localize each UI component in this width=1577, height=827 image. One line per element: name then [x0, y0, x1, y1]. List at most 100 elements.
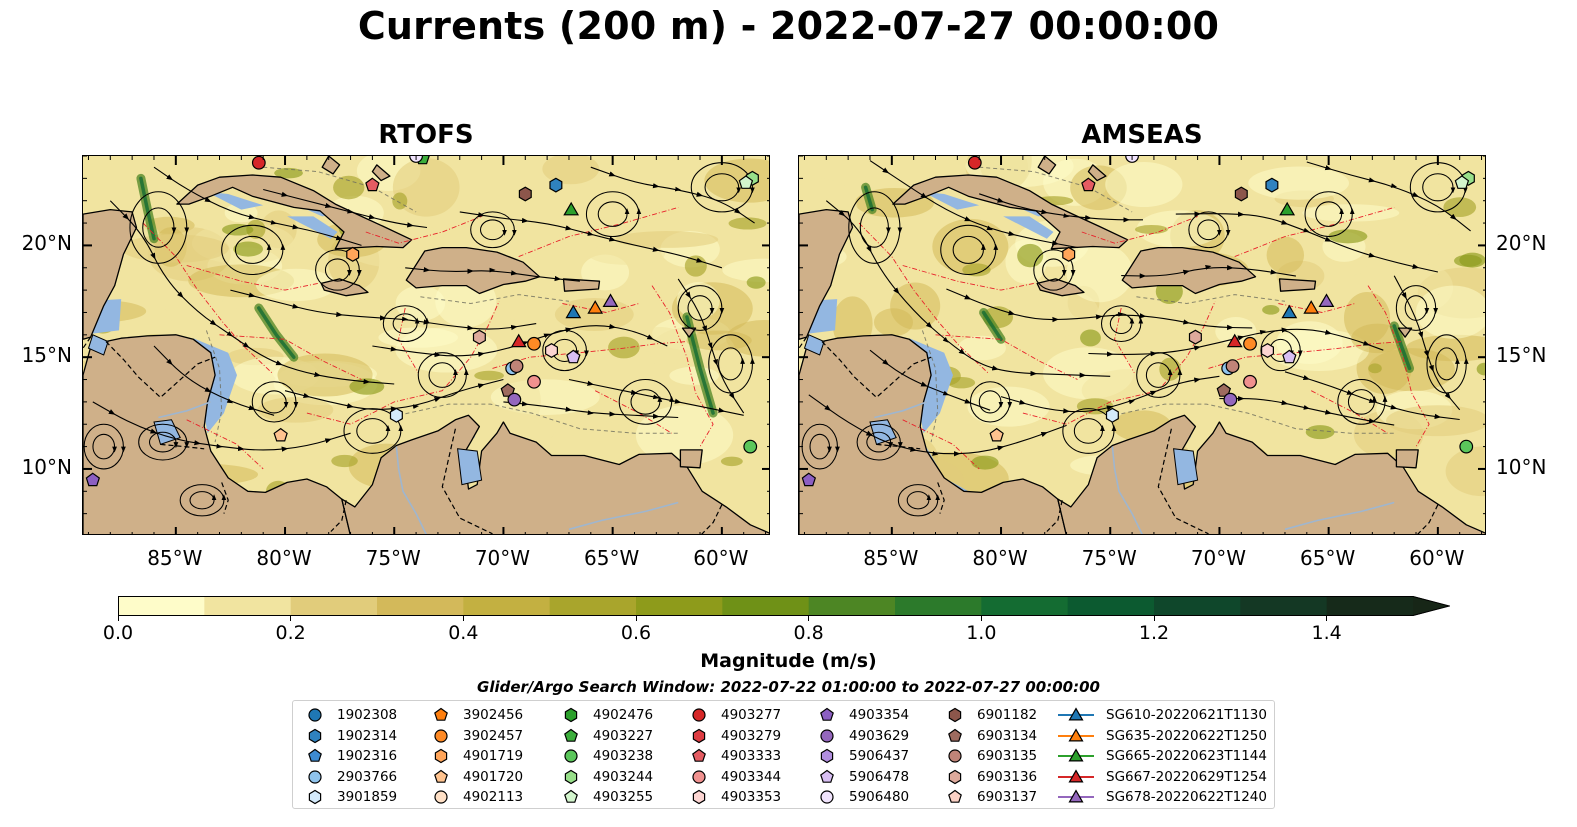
- streamline: [808, 394, 1067, 457]
- legend-label: 1902308: [337, 707, 398, 723]
- legend-label: 6903134: [977, 727, 1038, 744]
- colorbar-bin: [722, 596, 810, 616]
- eddy-streamline: [343, 408, 402, 454]
- legend-entry: 4903333: [689, 746, 781, 766]
- legend-label: 3902457: [463, 727, 524, 744]
- eddy-streamline: [708, 334, 753, 394]
- legend-symbol-triangle-line-icon: [1058, 727, 1094, 741]
- y-tick-label-right: 15°N: [1496, 343, 1547, 368]
- y-tick-label-left: 10°N: [21, 454, 72, 479]
- legend-label: 4903279: [721, 727, 782, 744]
- legend-marker: [564, 707, 578, 723]
- colorbar-bin: [895, 596, 982, 616]
- legend-label: 3901859: [337, 789, 398, 805]
- legend-marker: [564, 789, 578, 803]
- colorbar-bin: [549, 596, 637, 616]
- map-marker-4903333: [1081, 177, 1096, 192]
- legend-label: 6903135: [977, 748, 1038, 764]
- markers-amseas: [801, 156, 1475, 487]
- colorbar-bin: [1154, 596, 1241, 616]
- legend-marker: [434, 748, 448, 764]
- map-panel-rtofs[interactable]: [82, 155, 770, 535]
- base-layer-amseas: [799, 156, 1485, 534]
- map-marker-4903255: [738, 175, 754, 189]
- map-marker-SG635-20220622T1250: [587, 300, 604, 314]
- legend-entry: SG635-20220622T1250: [1058, 726, 1267, 746]
- colorbar-svg: [118, 596, 1452, 616]
- legend-entry: 4903629: [817, 726, 909, 746]
- eddy-streamline: [1260, 329, 1301, 372]
- river: [395, 446, 427, 534]
- streamline: [979, 193, 1143, 223]
- country-border: [330, 500, 347, 532]
- legend-marker: [564, 728, 578, 742]
- colorbar-bin: [377, 596, 464, 616]
- eddy-streamline: [148, 431, 177, 453]
- map-marker-4903277: [967, 156, 982, 170]
- legend-entry: 4903255: [561, 787, 653, 807]
- panel-title-amseas: AMSEAS: [1081, 120, 1203, 150]
- map-marker-SG665-20220623T1144: [1279, 201, 1296, 216]
- colorbar-tick-mark: [462, 616, 464, 621]
- legend-label: SG665-20220623T1144: [1106, 748, 1267, 764]
- legend-symbol-hexagon-icon: [692, 728, 706, 743]
- legend-marker: [948, 769, 962, 784]
- eez-boundary: [594, 390, 672, 434]
- legend-label: SG610-20220621T1130: [1106, 707, 1267, 723]
- legend-label: 4903354: [849, 707, 910, 723]
- legend-label: SG635-20220622T1250: [1106, 727, 1267, 744]
- legend-label: 4903333: [721, 748, 782, 764]
- legend-symbol-pentagon-icon: [948, 728, 962, 742]
- streamline: [405, 267, 580, 282]
- x-tick-label-rtofs: 80°W: [256, 546, 312, 570]
- y-tick-label-left: 20°N: [21, 231, 72, 256]
- colorbar: [118, 596, 1452, 616]
- map-marker-6901182: [1234, 186, 1248, 202]
- legend-label: 4901719: [463, 748, 524, 764]
- streamline: [1306, 161, 1471, 232]
- legend-entry: 5906478: [817, 767, 909, 787]
- map-marker-4903353: [545, 343, 558, 358]
- eddy-streamline: [906, 491, 930, 510]
- colorbar-tick-label: 0.8: [793, 622, 824, 644]
- streamline: [946, 288, 1253, 331]
- eddy-streamline: [1109, 313, 1133, 335]
- legend-entry: 5906437: [817, 746, 909, 766]
- legend-label: 4902113: [463, 789, 524, 805]
- legend-marker: [820, 728, 834, 743]
- legend-marker: [1068, 748, 1084, 762]
- map-marker-4903354: [801, 472, 817, 487]
- x-tick-label-amseas: 70°W: [1190, 546, 1247, 570]
- legend-label: 1902316: [337, 748, 398, 764]
- legend-entry: 4903353: [689, 787, 781, 807]
- map-marker-SG678-20220622T1240: [1318, 293, 1335, 307]
- land-bahamas-a: [321, 156, 341, 175]
- map-panel-amseas[interactable]: [798, 155, 1486, 535]
- river: [1284, 501, 1395, 531]
- eez-boundary: [1278, 303, 1356, 313]
- legend-marker: [820, 790, 834, 804]
- streamline: [1000, 375, 1220, 414]
- map-marker-3901859: [1105, 407, 1119, 423]
- legend-entry: 6903134: [945, 726, 1037, 746]
- legend-entry: 4902113: [431, 787, 523, 807]
- colorbar-tick-label: 1.4: [1311, 622, 1342, 644]
- map-marker-3902457: [527, 336, 541, 351]
- legend-label: 4902476: [593, 707, 654, 723]
- land-puerto-rico: [1278, 278, 1317, 292]
- colorbar-tick-mark: [808, 616, 810, 621]
- legend-marker: [820, 748, 834, 764]
- map-marker-SG678-20220622T1240: [602, 293, 619, 307]
- map-marker-4903344: [527, 374, 541, 389]
- legend-symbol-circle-icon: [434, 728, 448, 743]
- legend-marker: [948, 789, 962, 803]
- land-bahamas-b: [371, 164, 391, 182]
- water-lake-maracaibo: [1173, 448, 1199, 486]
- streamline: [1284, 371, 1460, 421]
- x-tick-label-rtofs: 60°W: [693, 546, 749, 570]
- legend-label: 1902314: [337, 727, 398, 744]
- map-marker-1902314: [1265, 177, 1279, 193]
- colorbar-tick-label: 1.0: [966, 622, 997, 644]
- legend-entry: 3902456: [431, 705, 523, 725]
- legend-label: 5906480: [849, 789, 910, 805]
